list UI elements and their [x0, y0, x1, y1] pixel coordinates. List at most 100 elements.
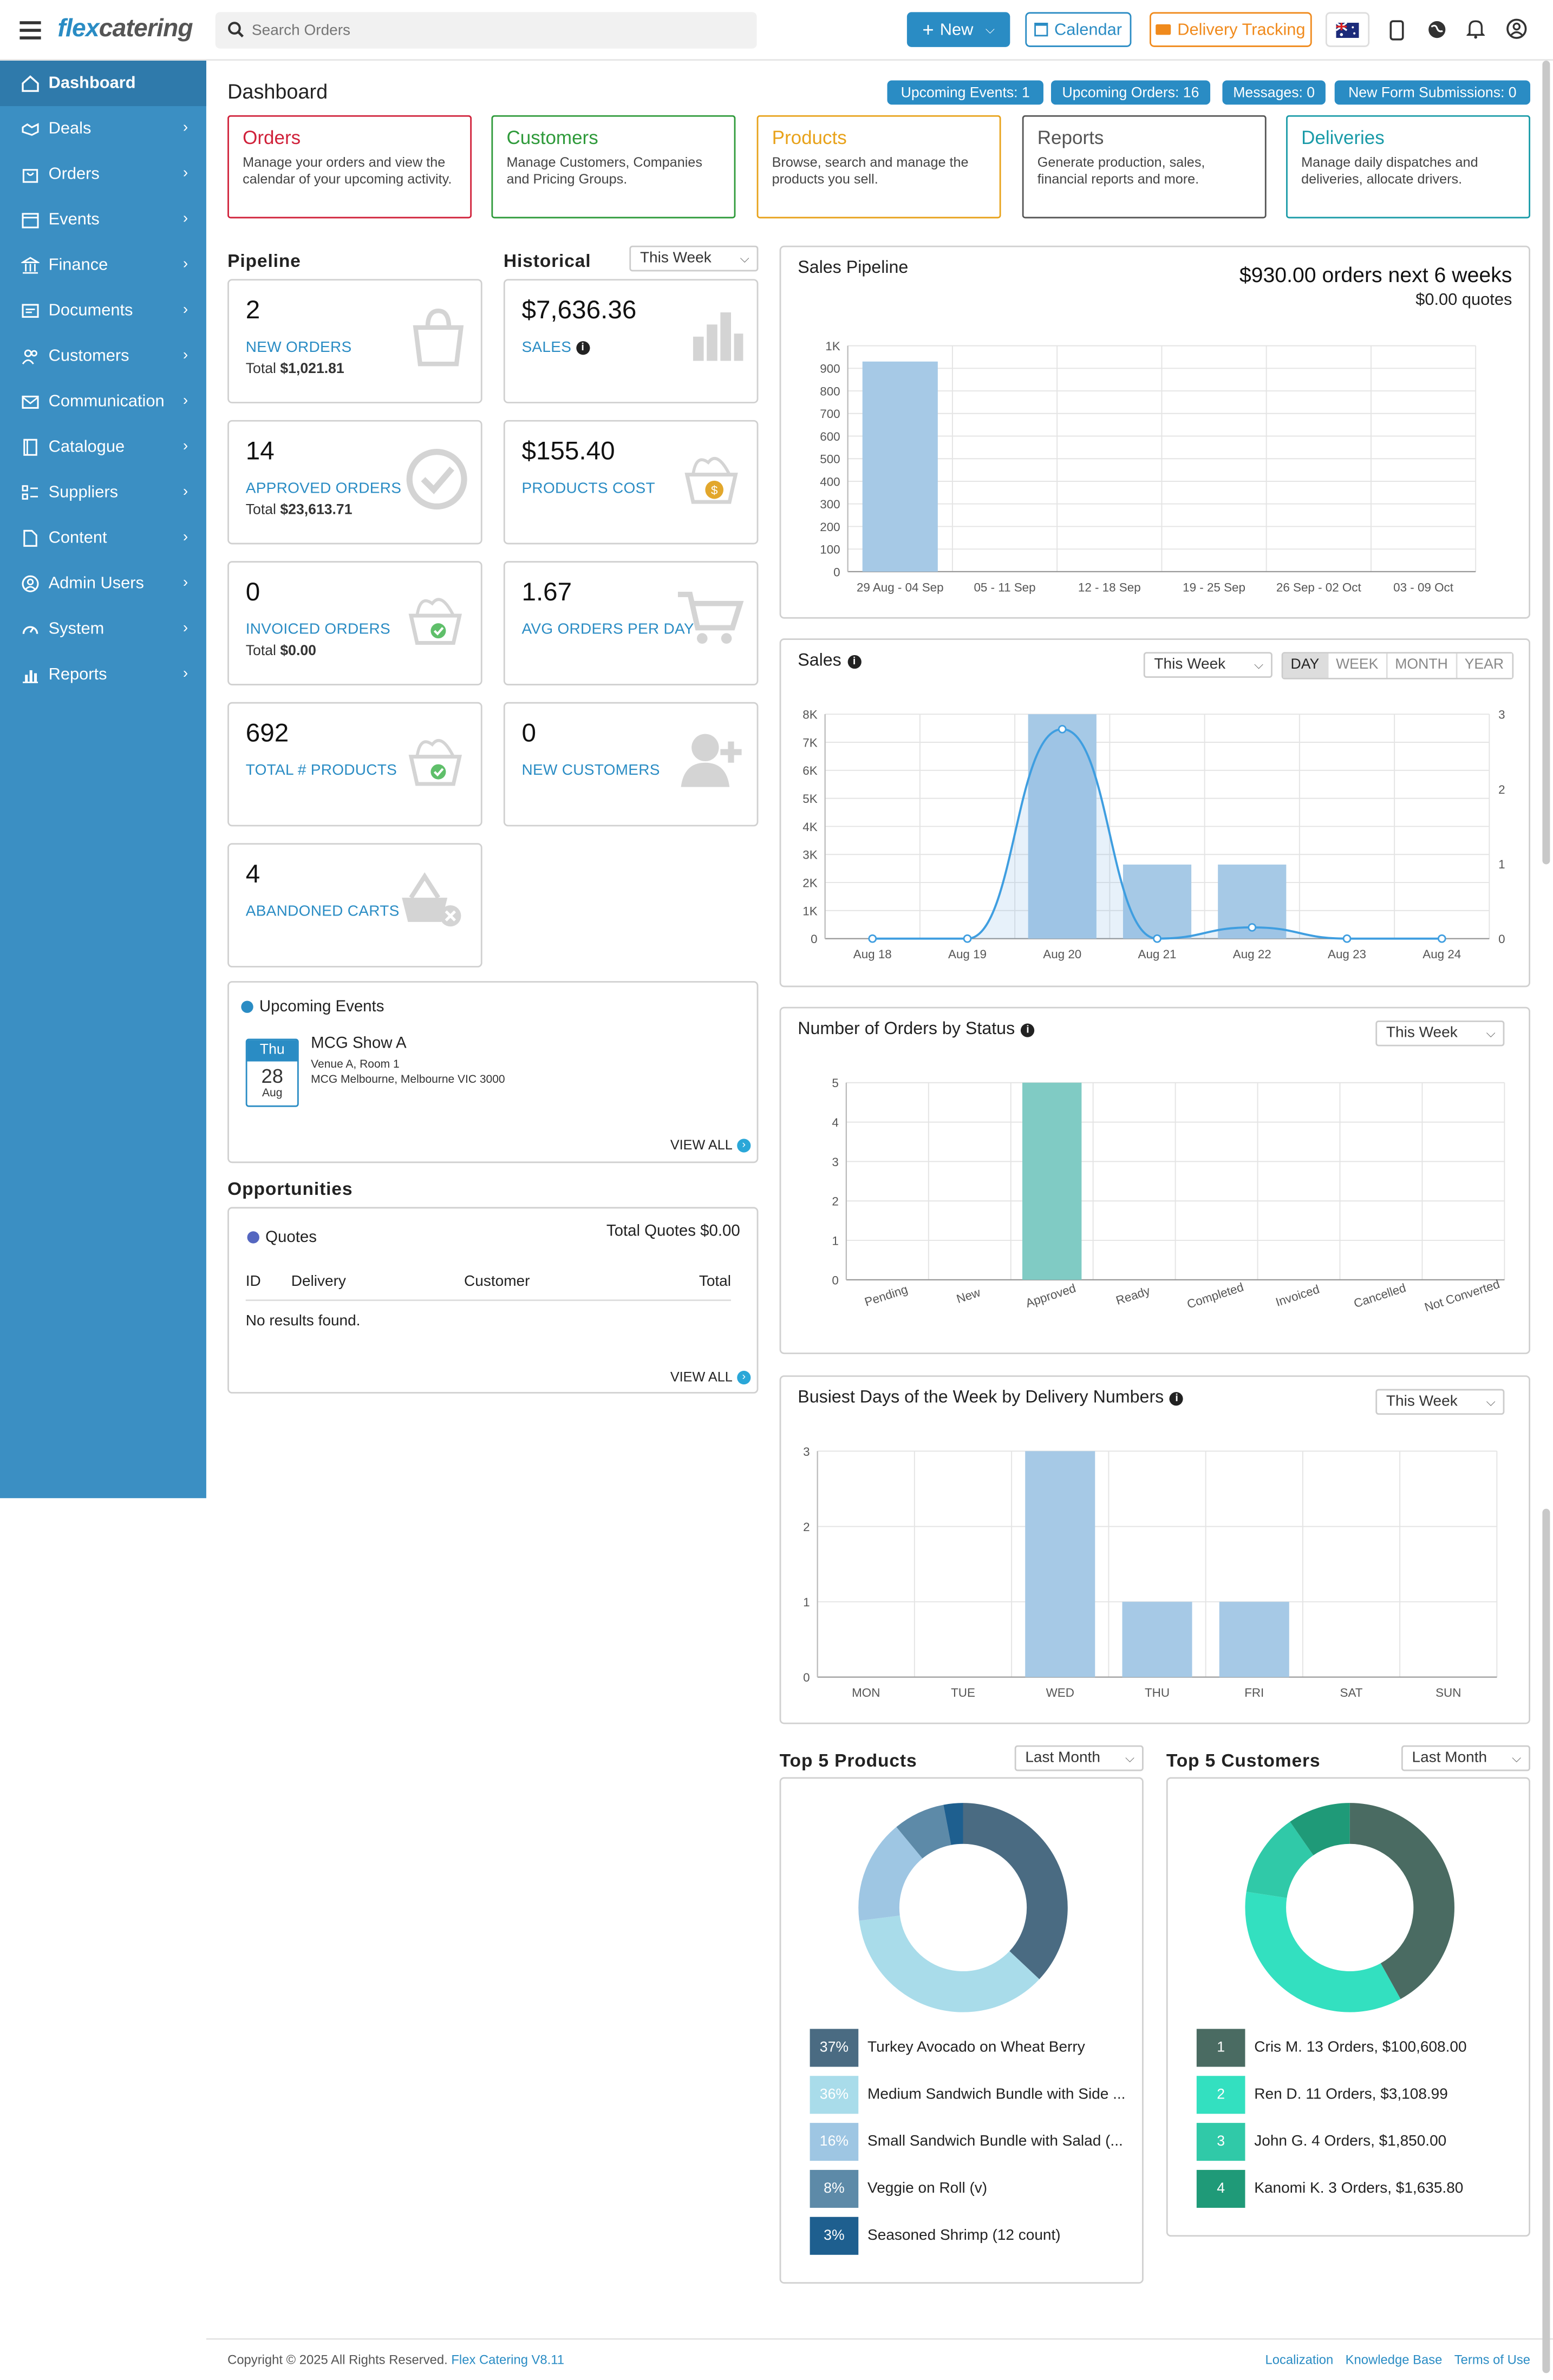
quicklink-orders[interactable]: Orders Manage your orders and view the ca… [227, 115, 472, 219]
donut-slice[interactable] [943, 1803, 963, 1845]
language-flag-button[interactable] [1325, 12, 1370, 47]
scrollbar[interactable] [1542, 61, 1550, 865]
sidebar-item-admin-users[interactable]: Admin Users › [0, 561, 206, 606]
donut-slice[interactable] [858, 1827, 923, 1921]
sidebar-item-documents[interactable]: Documents › [0, 288, 206, 334]
legend-item[interactable]: 4 Kanomi K. 3 Orders, $1,635.80 [1196, 2169, 1463, 2208]
sidebar-item-finance[interactable]: Finance › [0, 243, 206, 288]
info-icon[interactable]: i [1021, 1023, 1035, 1037]
donut-slice[interactable] [859, 1915, 1040, 2012]
sidebar-item-deals[interactable]: Deals › [0, 106, 206, 152]
period-tab-week[interactable]: WEEK [1328, 653, 1388, 678]
brand-logo[interactable]: flexcatering [57, 15, 193, 44]
event-name[interactable]: MCG Show A [311, 1034, 407, 1052]
historical-card-avg-orders-per-day[interactable]: 1.67 AVG ORDERS PER DAY [503, 561, 759, 685]
user-account-icon[interactable] [1506, 18, 1527, 40]
info-icon[interactable]: i [576, 341, 590, 355]
bar[interactable] [1219, 1601, 1289, 1677]
line-point[interactable] [1437, 934, 1446, 943]
pipeline-card-invoiced-orders[interactable]: 0 INVOICED ORDERS Total $0.00 [227, 561, 482, 685]
sidebar-item-communication[interactable]: Communication › [0, 379, 206, 424]
sidebar-item-suppliers[interactable]: Suppliers › [0, 470, 206, 515]
delivery-tracking-button[interactable]: Delivery Tracking [1150, 12, 1312, 47]
donut-slice[interactable] [896, 1804, 951, 1859]
calendar-button[interactable]: Calendar [1025, 12, 1132, 47]
legend-item[interactable]: 16% Small Sandwich Bundle with Salad (... [810, 2123, 1123, 2161]
historical-card-products-cost[interactable]: $155.40 PRODUCTS COST $ [503, 420, 759, 545]
legend-item[interactable]: 37% Turkey Avocado on Wheat Berry [810, 2029, 1085, 2067]
status-badge[interactable]: Messages: 0 [1222, 80, 1326, 105]
status-badge[interactable]: New Form Submissions: 0 [1334, 80, 1531, 105]
legend-item[interactable]: 3% Seasoned Shrimp (12 count) [810, 2216, 1061, 2255]
line-point[interactable] [1153, 934, 1162, 943]
search-box[interactable] [215, 12, 757, 49]
legend-item[interactable]: 1 Cris M. 13 Orders, $100,608.00 [1196, 2029, 1467, 2067]
period-tab-year[interactable]: YEAR [1457, 653, 1512, 678]
footer-link-localization[interactable]: Localization [1265, 2352, 1334, 2368]
bar[interactable] [1123, 864, 1192, 939]
line-point[interactable] [1248, 923, 1257, 932]
quotes-view-all-link[interactable]: VIEW ALL › [670, 1369, 751, 1384]
sidebar-item-catalogue[interactable]: Catalogue › [0, 424, 206, 470]
quicklink-deliveries[interactable]: Deliveries Manage daily dispatches and de… [1286, 115, 1531, 219]
info-icon[interactable]: i [847, 654, 862, 668]
quicklink-products[interactable]: Products Browse, search and manage the pr… [756, 115, 1001, 219]
footer-link-knowledge-base[interactable]: Knowledge Base [1345, 2352, 1443, 2368]
footer-links: Localization Knowledge Base Terms of Use [1265, 2352, 1530, 2367]
top-customers-select[interactable]: Last Month ⌵ [1401, 1745, 1531, 1771]
bell-icon[interactable] [1466, 18, 1485, 40]
bar[interactable] [1122, 1601, 1192, 1677]
tablet-icon[interactable] [1389, 19, 1405, 41]
sidebar-item-reports[interactable]: Reports › [0, 652, 206, 697]
globe-icon[interactable] [1427, 19, 1447, 39]
legend-item[interactable]: 8% Veggie on Roll (v) [810, 2169, 987, 2208]
scrollbar-lower[interactable] [1542, 1508, 1550, 2374]
busiest-days-select[interactable]: This Week ⌵ [1375, 1389, 1505, 1415]
pipeline-card-approved-orders[interactable]: 14 APPROVED ORDERS Total $23,613.71 [227, 420, 482, 545]
donut-slice[interactable] [1246, 1821, 1314, 1898]
period-tab-day[interactable]: DAY [1283, 653, 1329, 678]
sales-period-select[interactable]: This Week ⌵ [1143, 652, 1273, 678]
sidebar-item-system[interactable]: System › [0, 606, 206, 652]
event-date-badge[interactable]: Thu 28 Aug [245, 1038, 299, 1107]
sidebar-item-orders[interactable]: Orders › [0, 152, 206, 197]
line-point[interactable] [1342, 934, 1352, 943]
pipeline-card-abandoned-carts[interactable]: 4 ABANDONED CARTS [227, 843, 482, 967]
orders-status-select[interactable]: This Week ⌵ [1375, 1020, 1505, 1047]
donut-slice[interactable] [1290, 1803, 1350, 1855]
legend-item[interactable]: 3 John G. 4 Orders, $1,850.00 [1196, 2123, 1446, 2161]
line-point[interactable] [963, 934, 972, 943]
historical-period-select[interactable]: This Week ⌵ [629, 245, 759, 272]
bar[interactable] [862, 361, 938, 572]
quicklink-reports[interactable]: Reports Generate production, sales, finan… [1022, 115, 1267, 219]
status-badge[interactable]: Upcoming Orders: 16 [1050, 80, 1211, 105]
status-badge[interactable]: Upcoming Events: 1 [887, 80, 1043, 105]
sidebar-item-dashboard[interactable]: Dashboard [0, 61, 206, 107]
bar[interactable] [1022, 1082, 1082, 1280]
sidebar-item-events[interactable]: Events › [0, 197, 206, 243]
period-tab-month[interactable]: MONTH [1387, 653, 1457, 678]
menu-icon[interactable] [19, 21, 41, 40]
quicklink-customers[interactable]: Customers Manage Customers, Companies and… [491, 115, 736, 219]
footer-product-link[interactable]: Flex Catering V8.11 [451, 2352, 565, 2368]
historical-card-sales[interactable]: $7,636.36 SALES i [503, 279, 759, 404]
line-point[interactable] [1058, 724, 1067, 734]
legend-item[interactable]: 36% Medium Sandwich Bundle with Side ... [810, 2076, 1125, 2114]
new-button[interactable]: + New ⌵ [906, 12, 1010, 47]
sidebar-item-customers[interactable]: Customers › [0, 334, 206, 379]
line-point[interactable] [868, 934, 877, 943]
donut-slice[interactable] [963, 1803, 1068, 1979]
donut-slice[interactable] [1349, 1803, 1454, 1999]
events-view-all-link[interactable]: VIEW ALL › [670, 1137, 751, 1153]
pipeline-card-total-products[interactable]: 692 TOTAL # PRODUCTS [227, 702, 482, 827]
products-basket-icon [402, 729, 468, 797]
top-products-select[interactable]: Last Month ⌵ [1014, 1745, 1144, 1771]
footer-link-terms[interactable]: Terms of Use [1454, 2352, 1531, 2368]
donut-slice[interactable] [1245, 1892, 1401, 2012]
search-input[interactable] [251, 16, 738, 44]
pipeline-card-new-orders[interactable]: 2 NEW ORDERS Total $1,021.81 [227, 279, 482, 404]
legend-item[interactable]: 2 Ren D. 11 Orders, $3,108.99 [1196, 2076, 1448, 2114]
bar[interactable] [1025, 1451, 1095, 1677]
historical-card-new-customers[interactable]: 0 NEW CUSTOMERS [503, 702, 759, 827]
sidebar-item-content[interactable]: Content › [0, 515, 206, 561]
